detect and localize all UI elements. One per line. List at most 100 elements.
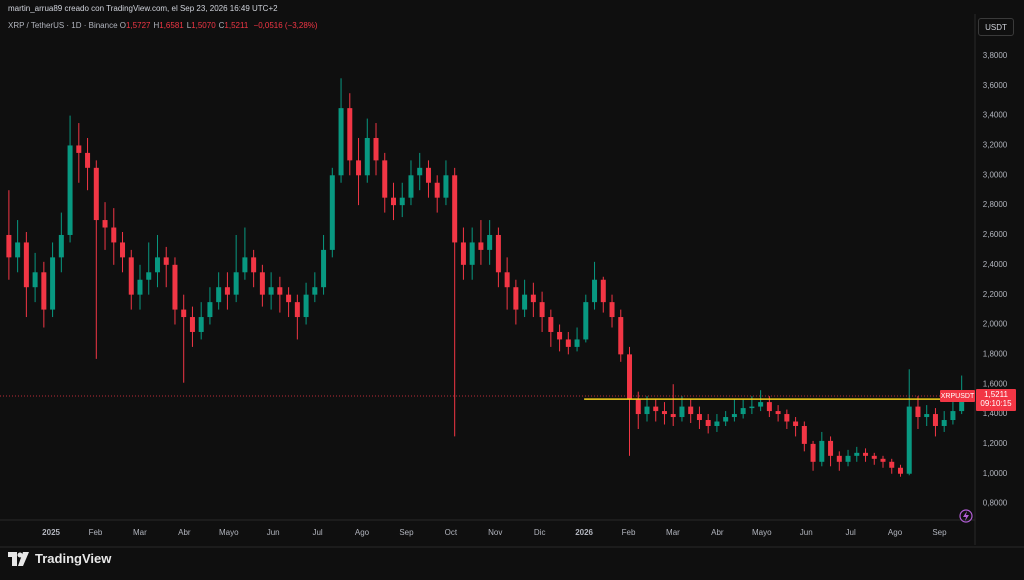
legend-value: 1,5727 [126,21,151,30]
candle-body [425,167,431,183]
price-tag-label: 1,5211 [984,390,1008,399]
candle-body [312,287,318,295]
candle-body [950,411,956,421]
candle-body [233,272,239,295]
candle-body [58,234,64,258]
candle-body [679,406,685,418]
candle-body [565,339,571,347]
candle-body [670,414,676,418]
candle-body [609,302,615,318]
candle-body [207,302,213,318]
lightning-icon[interactable] [959,509,973,523]
candle-body [382,160,388,198]
x-tick-label: Abr [178,528,191,537]
legend-value: 1,5211 [224,21,249,30]
y-tick-label: 3,4000 [983,111,1008,120]
x-tick-label: 2026 [575,528,593,537]
candle-body [408,175,414,198]
candle-body [696,414,702,421]
currency-button[interactable]: USDT [978,18,1014,36]
candle-body [723,417,729,422]
x-tick-label: Mayo [219,528,239,537]
change: −0,0516 (−3,28%) [253,21,318,30]
candle-body [443,175,449,198]
candle-body [478,242,484,250]
candle-body [303,294,309,318]
brand-logo [8,551,29,566]
candle-body [347,108,353,161]
candle-body [172,264,178,310]
x-tick-label: Jun [800,528,813,537]
candle-body [277,287,283,295]
legend-value: 1,5070 [191,21,216,30]
candle-body [828,440,834,456]
candle-body [530,294,536,303]
x-tick-label: Jun [267,528,280,537]
y-tick-label: 2,2000 [983,290,1008,299]
candle-body [731,414,737,418]
candle-body [688,406,694,415]
x-tick-label: Feb [622,528,636,537]
y-tick-label: 1,0000 [983,469,1008,478]
candle-body [932,414,938,426]
candle-body [618,317,624,355]
candle-body [32,272,38,288]
candle-body [189,317,195,332]
x-tick-label: Ago [888,528,903,537]
candle-body [251,257,257,273]
x-tick-label: Abr [711,528,724,537]
candle-body [504,272,510,288]
candle-body [740,408,746,415]
x-tick-label: Mar [666,528,680,537]
candle-body [600,279,606,303]
candle-body [120,242,126,258]
y-tick-label: 3,2000 [983,141,1008,150]
candle-body [749,406,755,409]
candle-body [487,234,493,250]
candle-body [915,406,921,418]
candle-body [871,455,877,459]
candle-body [417,167,423,176]
candle-body [653,406,659,412]
brand: TradingView [8,551,111,566]
x-tick-label: Sep [399,528,414,537]
candle-body [548,317,554,332]
y-tick-label: 1,6000 [983,379,1008,388]
candle-body [242,257,248,273]
y-tick-label: 2,8000 [983,200,1008,209]
x-tick-label: Mar [133,528,147,537]
x-axis-area [0,520,1024,548]
candle-body [854,452,860,456]
candle-body [714,421,720,426]
x-tick-label: Sep [932,528,947,537]
candle-body [460,242,466,265]
candle-body [810,443,816,462]
candle-body [495,234,501,273]
candle-body [146,272,152,280]
candle-body [6,234,12,258]
candle-body [906,406,912,474]
x-tick-label: Nov [488,528,502,537]
y-tick-label: 1,2000 [983,439,1008,448]
candle-body [592,279,598,303]
x-tick-label: 2025 [42,528,60,537]
candle-body [469,242,475,265]
x-tick-label: Jul [312,528,322,537]
candle-body [356,160,362,176]
candle-body [539,302,545,318]
candle-body [819,440,825,462]
candle-body [513,287,519,310]
legend-key: L [186,21,192,30]
candle-body [198,317,204,332]
x-tick-label: Jul [846,528,856,537]
candle-body [661,411,667,415]
y-tick-label: 2,0000 [983,320,1008,329]
candles [6,78,965,477]
candle-body [758,402,764,407]
candle-body [836,455,842,462]
header-title: martin_arrua89 creado con TradingView.co… [8,4,278,13]
symbol-tag-label: XRPUSDT [941,393,975,400]
candle-body [845,455,851,462]
candle-body [163,257,169,265]
